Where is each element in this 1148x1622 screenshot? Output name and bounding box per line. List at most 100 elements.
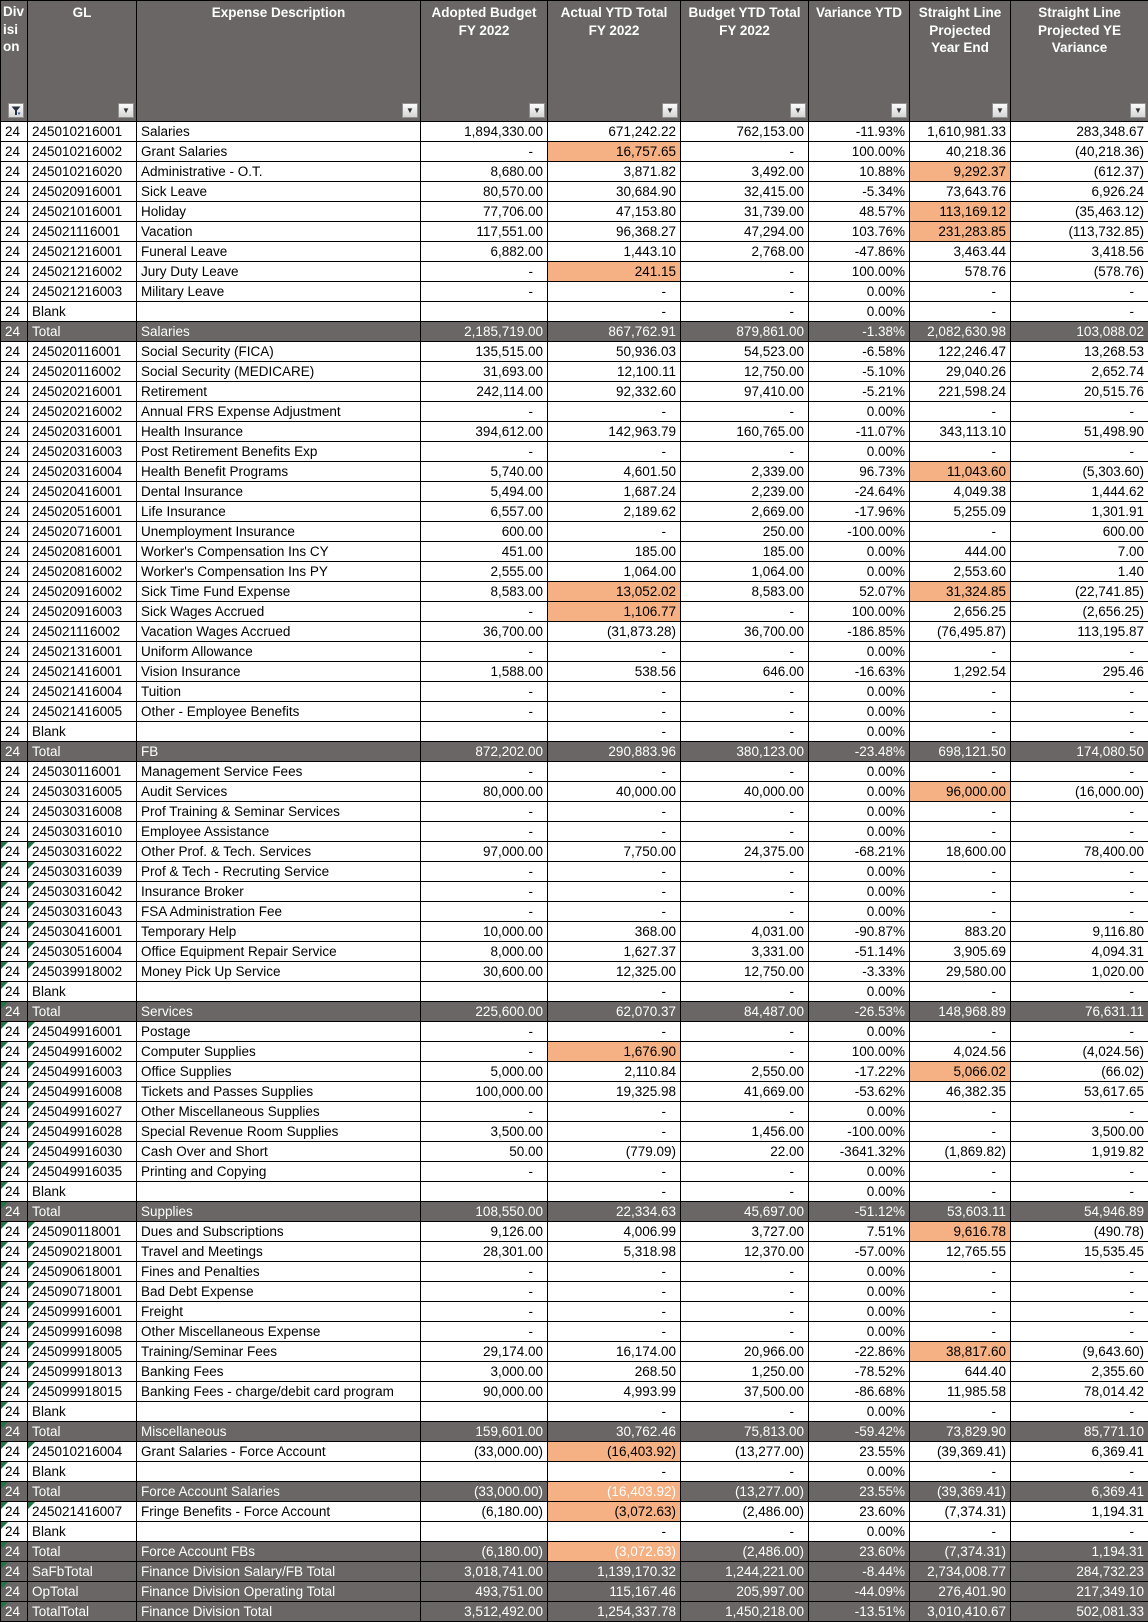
cell-adopted[interactable]: 77,706.00 [421, 202, 548, 222]
cell-division[interactable]: 24 [1, 1222, 28, 1242]
cell-desc[interactable]: Worker's Compensation Ins CY [137, 542, 421, 562]
cell-variance[interactable]: 0.00% [809, 862, 910, 882]
cell-adopted[interactable]: 8,000.00 [421, 942, 548, 962]
cell-adopted[interactable]: 8,680.00 [421, 162, 548, 182]
cell-variance[interactable]: -59.42% [809, 1422, 910, 1442]
cell-yevar[interactable]: 1,444.62 [1011, 482, 1148, 502]
cell-desc[interactable]: Special Revenue Room Supplies [137, 1122, 421, 1142]
cell-adopted[interactable] [421, 1402, 548, 1422]
cell-projected[interactable]: (39,369.41) [910, 1482, 1011, 1502]
cell-gl[interactable]: 245030516004 [28, 942, 137, 962]
cell-yevar[interactable]: 13,268.53 [1011, 342, 1148, 362]
cell-yevar[interactable]: 2,355.60 [1011, 1362, 1148, 1382]
cell-actual[interactable]: (16,403.92) [548, 1482, 681, 1502]
cell-projected[interactable]: - [910, 822, 1011, 842]
cell-gl[interactable]: Total [28, 1002, 137, 1022]
cell-gl[interactable]: 245090118001 [28, 1222, 137, 1242]
cell-budget[interactable]: - [681, 142, 809, 162]
cell-adopted[interactable]: 872,202.00 [421, 742, 548, 762]
cell-desc[interactable] [137, 1402, 421, 1422]
cell-desc[interactable]: Holiday [137, 202, 421, 222]
cell-adopted[interactable]: 6,882.00 [421, 242, 548, 262]
cell-actual[interactable]: - [548, 882, 681, 902]
cell-yevar[interactable]: 174,080.50 [1011, 742, 1148, 762]
cell-gl[interactable]: GL ▼ [28, 1, 137, 122]
cell-division[interactable]: 24 [1, 1522, 28, 1542]
cell-actual[interactable]: 290,883.96 [548, 742, 681, 762]
cell-budget[interactable]: - [681, 1042, 809, 1062]
cell-division[interactable]: 24 [1, 962, 28, 982]
cell-desc[interactable]: Freight [137, 1302, 421, 1322]
cell-actual[interactable]: 1,627.37 [548, 942, 681, 962]
cell-variance[interactable]: -26.53% [809, 1002, 910, 1022]
cell-projected[interactable]: - [910, 522, 1011, 542]
cell-division[interactable]: 24 [1, 1162, 28, 1182]
cell-variance[interactable]: -86.68% [809, 1382, 910, 1402]
cell-gl[interactable]: 245030116001 [28, 762, 137, 782]
cell-yevar[interactable]: - [1011, 802, 1148, 822]
cell-adopted[interactable]: - [421, 142, 548, 162]
cell-division[interactable]: 24 [1, 582, 28, 602]
cell-desc[interactable]: Expense Description ▼ [137, 1, 421, 122]
cell-projected[interactable]: 53,603.11 [910, 1202, 1011, 1222]
cell-variance[interactable]: 23.60% [809, 1502, 910, 1522]
cell-projected[interactable]: (39,369.41) [910, 1442, 1011, 1462]
cell-desc[interactable]: Printing and Copying [137, 1162, 421, 1182]
cell-yevar[interactable]: - [1011, 902, 1148, 922]
cell-variance[interactable]: -68.21% [809, 842, 910, 862]
cell-adopted[interactable]: - [421, 902, 548, 922]
cell-variance[interactable]: -13.51% [809, 1602, 910, 1622]
cell-projected[interactable]: 578.76 [910, 262, 1011, 282]
cell-desc[interactable]: Supplies [137, 1202, 421, 1222]
cell-desc[interactable]: Insurance Broker [137, 882, 421, 902]
cell-actual[interactable]: - [548, 802, 681, 822]
cell-gl[interactable]: Total [28, 1542, 137, 1562]
cell-adopted[interactable]: 159,601.00 [421, 1422, 548, 1442]
cell-budget[interactable]: - [681, 402, 809, 422]
cell-division[interactable]: 24 [1, 1422, 28, 1442]
filter-button-variance[interactable]: ▼ [891, 103, 907, 118]
cell-division[interactable]: 24 [1, 1242, 28, 1262]
cell-adopted[interactable]: - [421, 282, 548, 302]
cell-actual[interactable]: - [548, 862, 681, 882]
filter-button-projected[interactable]: ▼ [992, 103, 1008, 118]
cell-budget[interactable]: 20,966.00 [681, 1342, 809, 1362]
cell-desc[interactable]: Worker's Compensation Ins PY [137, 562, 421, 582]
cell-adopted[interactable]: 5,000.00 [421, 1062, 548, 1082]
cell-division[interactable]: 24 [1, 1402, 28, 1422]
cell-variance[interactable]: 0.00% [809, 902, 910, 922]
cell-gl[interactable]: 245021316001 [28, 642, 137, 662]
cell-projected[interactable]: 11,043.60 [910, 462, 1011, 482]
cell-projected[interactable]: 29,040.26 [910, 362, 1011, 382]
cell-actual[interactable]: 538.56 [548, 662, 681, 682]
cell-adopted[interactable]: - [421, 1322, 548, 1342]
cell-desc[interactable]: Travel and Meetings [137, 1242, 421, 1262]
cell-actual[interactable]: (3,072.63) [548, 1502, 681, 1522]
cell-yevar[interactable]: (2,656.25) [1011, 602, 1148, 622]
cell-budget[interactable]: - [681, 1522, 809, 1542]
cell-division[interactable]: 24 [1, 1102, 28, 1122]
cell-gl[interactable]: 245020216002 [28, 402, 137, 422]
cell-actual[interactable]: 1,254,337.78 [548, 1602, 681, 1622]
cell-adopted[interactable]: 8,583.00 [421, 582, 548, 602]
cell-division[interactable]: 24 [1, 1562, 28, 1582]
cell-variance[interactable]: 7.51% [809, 1222, 910, 1242]
cell-adopted[interactable]: 600.00 [421, 522, 548, 542]
cell-desc[interactable]: Grant Salaries [137, 142, 421, 162]
cell-adopted[interactable]: - [421, 702, 548, 722]
cell-projected[interactable]: - [910, 702, 1011, 722]
cell-variance[interactable]: -17.96% [809, 502, 910, 522]
cell-variance[interactable]: 0.00% [809, 1262, 910, 1282]
cell-projected[interactable]: (7,374.31) [910, 1502, 1011, 1522]
cell-desc[interactable]: Fines and Penalties [137, 1262, 421, 1282]
cell-variance[interactable]: 0.00% [809, 722, 910, 742]
cell-adopted[interactable]: - [421, 762, 548, 782]
cell-gl[interactable]: 245099916098 [28, 1322, 137, 1342]
cell-yevar[interactable]: - [1011, 1282, 1148, 1302]
cell-projected[interactable]: 276,401.90 [910, 1582, 1011, 1602]
cell-actual[interactable]: 268.50 [548, 1362, 681, 1382]
cell-budget[interactable]: 32,415.00 [681, 182, 809, 202]
cell-division[interactable]: 24 [1, 322, 28, 342]
cell-division[interactable]: 24 [1, 1002, 28, 1022]
cell-division[interactable]: 24 [1, 1502, 28, 1522]
